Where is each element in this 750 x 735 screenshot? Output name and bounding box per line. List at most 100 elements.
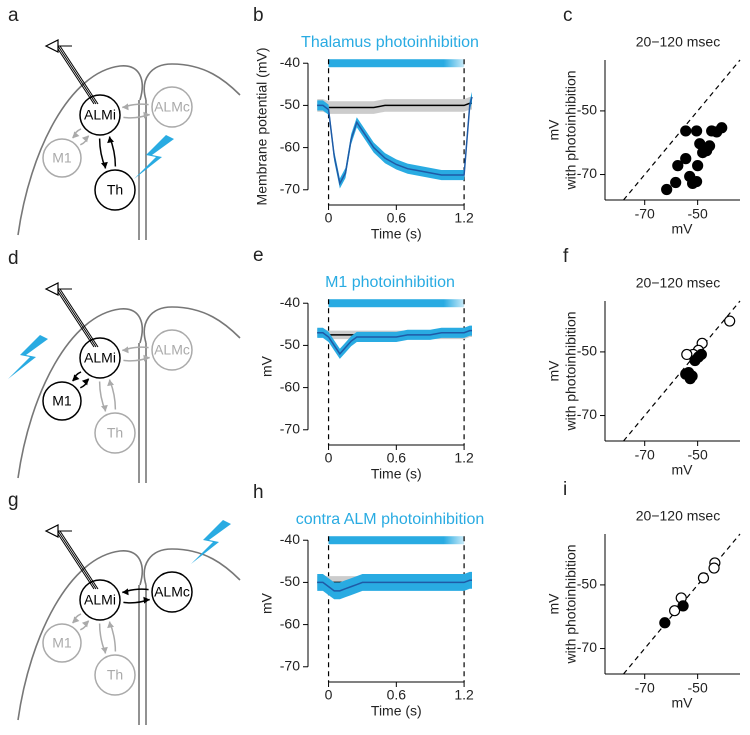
brain-area — [94, 654, 136, 696]
y-axis-label: with photoinhibition — [563, 70, 579, 190]
area-label: ALMi — [84, 592, 116, 608]
x-axis-label: mV — [672, 695, 694, 711]
light-bar — [328, 299, 465, 308]
area-label: ALMc — [154, 99, 190, 115]
brain-outline — [17, 548, 241, 725]
x-tick-label: 0.6 — [387, 687, 407, 703]
panel-label: d — [8, 248, 19, 269]
data-point — [689, 354, 701, 367]
area-label: ALMc — [154, 342, 190, 358]
x-tick-label: 0 — [325, 450, 333, 466]
chart-title: Thalamus photoinhibition — [301, 34, 479, 51]
panel-label: a — [8, 5, 19, 26]
light-bar — [328, 536, 465, 545]
x-axis-label: Time (s) — [371, 466, 422, 482]
data-point — [680, 153, 692, 165]
data-point — [711, 126, 723, 138]
electrode — [59, 45, 99, 105]
brain-area — [42, 623, 82, 663]
brain-area — [151, 571, 193, 613]
y-tick-label: -70 — [577, 639, 597, 655]
y-tick-label: -60 — [280, 378, 300, 394]
data-point — [692, 160, 704, 172]
arrowhead — [107, 621, 115, 629]
trace — [317, 329, 472, 356]
panel-label: g — [8, 490, 19, 511]
arrowhead — [122, 103, 129, 111]
area-label: Th — [107, 425, 123, 441]
y-tick-label: -70 — [577, 165, 597, 181]
area-label: M1 — [52, 635, 72, 651]
data-point — [690, 125, 703, 137]
arrowhead — [122, 346, 129, 354]
y-axis-label: mV — [259, 592, 275, 614]
data-point — [708, 562, 720, 574]
light-bolt — [191, 520, 231, 564]
data-point — [680, 368, 692, 380]
x-axis-label: Time (s) — [371, 226, 422, 242]
arrowhead — [143, 596, 150, 604]
arrowhead — [72, 374, 80, 382]
y-tick-label: -50 — [577, 102, 597, 118]
arrowhead — [72, 616, 80, 624]
chart-title: 20−120 msec — [636, 275, 720, 291]
x-axis-label: mV — [672, 221, 694, 237]
brain-area — [79, 579, 121, 621]
x-tick-label: 1.2 — [454, 687, 474, 703]
trace — [317, 579, 472, 592]
brain-area — [151, 329, 193, 371]
panel-label: f — [563, 246, 569, 267]
x-tick-label: 0.6 — [387, 450, 407, 466]
trace — [317, 102, 472, 109]
brain-area — [94, 412, 136, 454]
y-axis-label: with photoinhibition — [563, 544, 579, 664]
x-tick-label: 0 — [325, 210, 333, 226]
x-tick-label: -70 — [635, 680, 655, 696]
brain-outline — [17, 63, 241, 240]
y-tick-label: -40 — [280, 531, 300, 547]
diagram: d ALMi ALMc M1 Th — [8, 248, 241, 483]
y-tick-label: -50 — [280, 336, 300, 352]
arrowhead — [100, 404, 108, 412]
light-bar — [328, 59, 465, 68]
data-point — [681, 348, 693, 361]
panel-label: e — [253, 245, 264, 266]
chart-title: contra ALM photoinhibition — [296, 511, 485, 528]
x-tick-label: -70 — [635, 206, 655, 222]
data-point — [703, 140, 716, 152]
data-point — [669, 605, 681, 617]
area-label: ALMi — [84, 350, 116, 366]
electrode — [55, 45, 95, 105]
electrode-tip — [44, 524, 59, 538]
brain-area — [42, 138, 82, 178]
y-tick-label: -40 — [280, 294, 300, 310]
electrode — [59, 288, 99, 348]
chart-title: M1 photoinhibition — [325, 274, 455, 291]
y-tick-label: -50 — [577, 576, 597, 592]
y-tick-label: -60 — [280, 615, 300, 631]
diagram: a ALMi ALMc M1 Th — [8, 5, 241, 240]
y-tick-label: -70 — [280, 180, 300, 196]
brain-area — [79, 337, 121, 379]
arrowhead — [81, 135, 89, 143]
y-tick-label: -60 — [280, 138, 300, 154]
y-tick-label: -50 — [280, 573, 300, 589]
y-axis-label: mV — [546, 119, 562, 141]
light-bolt — [8, 335, 48, 379]
y-axis-label: mV — [546, 360, 562, 382]
arrowhead — [72, 131, 80, 139]
electrode — [57, 288, 97, 348]
trace — [317, 96, 473, 186]
panel-label: b — [253, 5, 264, 26]
y-tick-label: -70 — [280, 657, 300, 673]
arrowhead — [81, 620, 89, 628]
area-label: M1 — [52, 393, 72, 409]
area-label: Th — [107, 182, 123, 198]
data-point — [677, 600, 689, 612]
chart-title: 20−120 msec — [636, 508, 720, 524]
brain-area — [79, 94, 121, 136]
electrode — [57, 45, 97, 105]
x-tick-label: -50 — [688, 680, 708, 696]
x-axis-label: Time (s) — [371, 703, 422, 719]
